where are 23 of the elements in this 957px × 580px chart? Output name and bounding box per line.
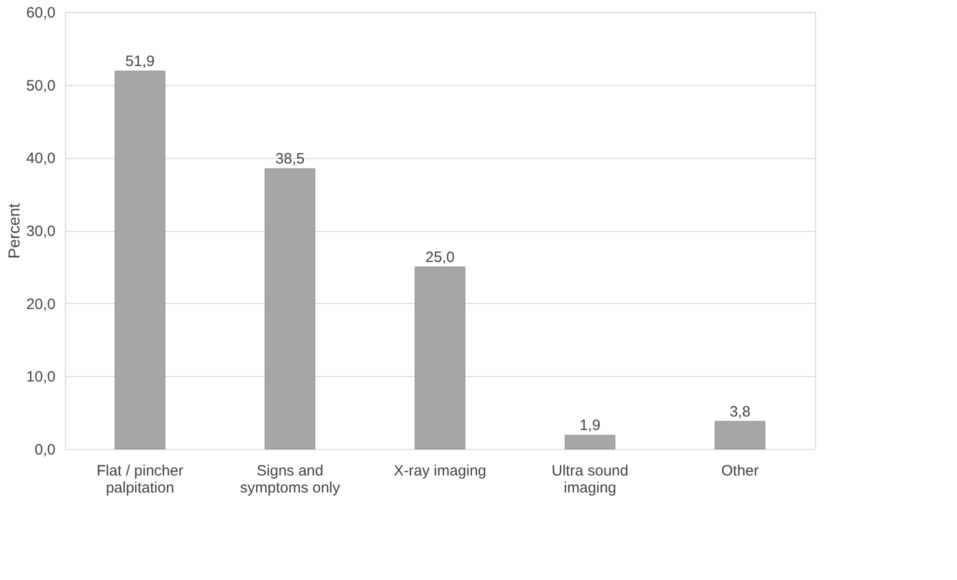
y-tick-label: 0,0: [34, 442, 56, 458]
y-tick-label: 20,0: [26, 296, 56, 313]
bar: [564, 434, 616, 450]
y-tick-label: 30,0: [26, 223, 56, 240]
bar: [414, 266, 466, 450]
y-tick-label: 50,0: [26, 77, 56, 94]
data-label: 25,0: [425, 248, 455, 266]
y-axis-title: Percent: [6, 202, 24, 259]
y-tick-label: 10,0: [26, 368, 56, 386]
x-tick-label: Signs and symptoms only: [240, 462, 341, 496]
y-tick-label: 40,0: [26, 150, 56, 168]
data-label: 3,8: [730, 403, 750, 420]
bar: [114, 70, 166, 450]
data-label: 1,9: [580, 417, 600, 434]
data-label: 51,9: [125, 52, 155, 70]
bar: [714, 421, 766, 450]
y-tick-label: 60,0: [26, 4, 56, 22]
data-label: 38,5: [275, 150, 305, 168]
x-tick-label: X-ray imaging: [394, 462, 486, 480]
bar: [264, 168, 316, 450]
x-tick-label: Flat / pincher palpitation: [96, 462, 184, 496]
x-tick-label: Other: [721, 462, 759, 480]
x-tick-label: Ultra sound imaging: [552, 462, 628, 496]
